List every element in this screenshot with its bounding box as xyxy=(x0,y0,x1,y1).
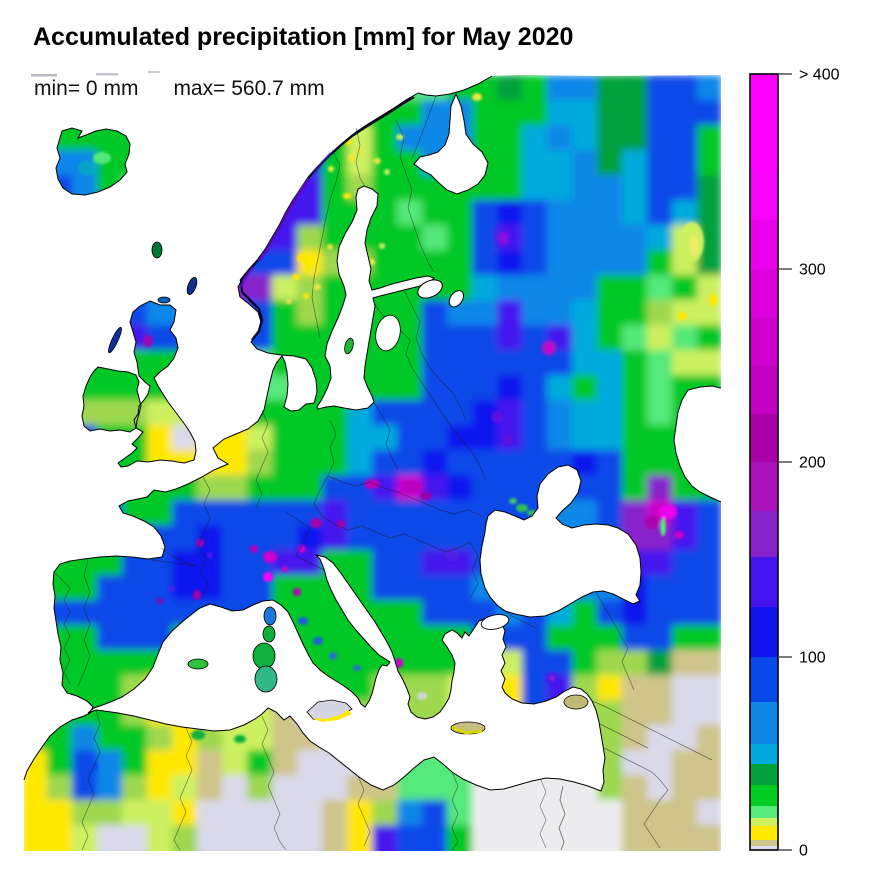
svg-text:200: 200 xyxy=(799,455,826,472)
svg-text:0: 0 xyxy=(799,843,808,860)
svg-text:100: 100 xyxy=(799,650,826,667)
svg-text:> 400: > 400 xyxy=(799,67,840,84)
svg-text:300: 300 xyxy=(799,262,826,279)
